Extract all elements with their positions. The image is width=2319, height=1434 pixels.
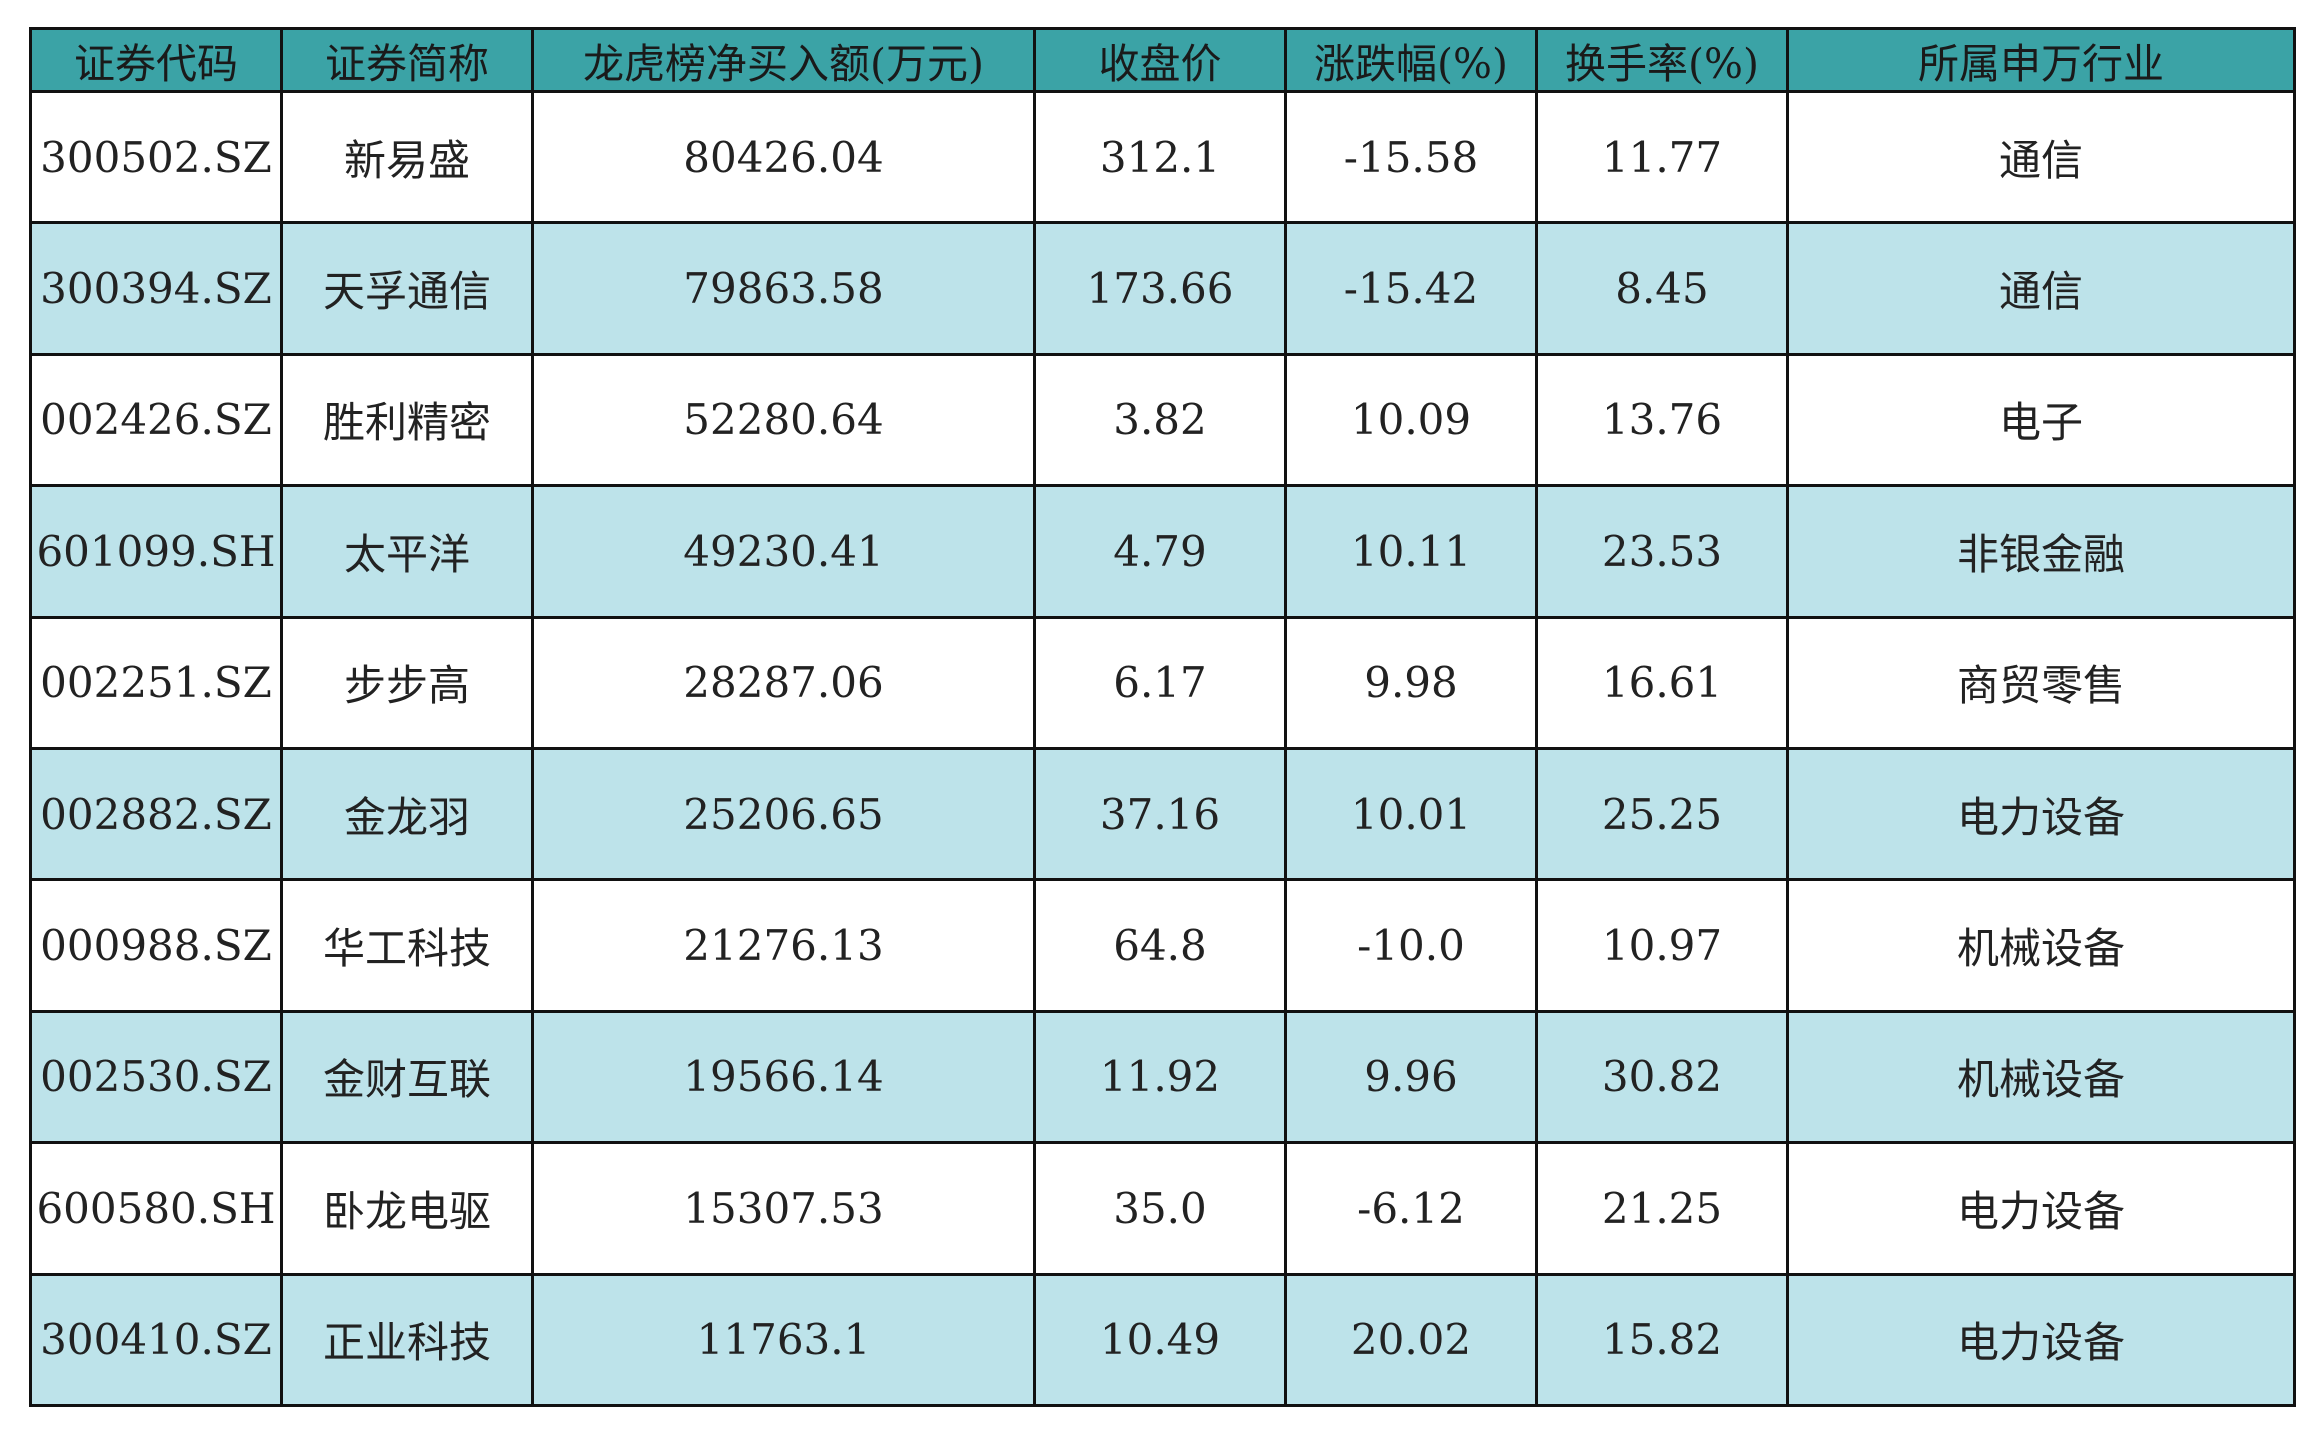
cell-turnover-rate: 15.82 [1535, 1272, 1789, 1408]
cell-change-pct: 10.09 [1284, 352, 1538, 488]
cell-net-buy-amount: 19566.14 [531, 1009, 1036, 1145]
cell-net-buy-amount: 80426.04 [531, 89, 1036, 225]
cell-industry: 通信 [1786, 221, 2296, 356]
header-change-pct: 涨跌幅(%) [1284, 27, 1538, 93]
cell-industry: 通信 [1786, 89, 2296, 225]
cell-change-pct: -10.0 [1284, 878, 1538, 1013]
cell-security-name: 太平洋 [280, 484, 534, 619]
cell-close-price: 4.79 [1033, 484, 1287, 619]
cell-net-buy-amount: 79863.58 [531, 221, 1036, 356]
table-row: 300502.SZ 新易盛 80426.04 312.1 -15.58 11.7… [29, 89, 2296, 225]
table-row: 601099.SH 太平洋 49230.41 4.79 10.11 23.53 … [29, 484, 2296, 619]
cell-change-pct: -6.12 [1284, 1141, 1538, 1276]
table-row: 002251.SZ 步步高 28287.06 6.17 9.98 16.61 商… [29, 615, 2296, 750]
cell-security-code: 002882.SZ [29, 746, 283, 882]
cell-close-price: 173.66 [1033, 221, 1287, 356]
dragon-tiger-list-table: 证券代码 证券简称 龙虎榜净买入额(万元) 收盘价 涨跌幅(%) 换手率(%) … [29, 27, 2296, 1408]
cell-security-code: 000988.SZ [29, 878, 283, 1013]
cell-net-buy-amount: 15307.53 [531, 1141, 1036, 1276]
cell-security-name: 卧龙电驱 [280, 1141, 534, 1276]
cell-close-price: 11.92 [1033, 1009, 1287, 1145]
cell-close-price: 64.8 [1033, 878, 1287, 1013]
header-turnover-rate: 换手率(%) [1535, 27, 1789, 93]
table-row: 002882.SZ 金龙羽 25206.65 37.16 10.01 25.25… [29, 746, 2296, 882]
cell-close-price: 6.17 [1033, 615, 1287, 750]
cell-security-code: 002251.SZ [29, 615, 283, 750]
cell-security-code: 300410.SZ [29, 1272, 283, 1408]
cell-security-code: 300502.SZ [29, 89, 283, 225]
cell-net-buy-amount: 21276.13 [531, 878, 1036, 1013]
header-industry: 所属申万行业 [1786, 27, 2296, 93]
cell-change-pct: 10.01 [1284, 746, 1538, 882]
cell-change-pct: 9.96 [1284, 1009, 1538, 1145]
cell-close-price: 35.0 [1033, 1141, 1287, 1276]
cell-security-name: 天孚通信 [280, 221, 534, 356]
header-close-price: 收盘价 [1033, 27, 1287, 93]
cell-industry: 非银金融 [1786, 484, 2296, 619]
cell-security-name: 正业科技 [280, 1272, 534, 1408]
header-net-buy-amount: 龙虎榜净买入额(万元) [531, 27, 1036, 93]
cell-net-buy-amount: 25206.65 [531, 746, 1036, 882]
table-row: 300394.SZ 天孚通信 79863.58 173.66 -15.42 8.… [29, 221, 2296, 356]
table-row: 000988.SZ 华工科技 21276.13 64.8 -10.0 10.97… [29, 878, 2296, 1013]
table-row: 600580.SH 卧龙电驱 15307.53 35.0 -6.12 21.25… [29, 1141, 2296, 1276]
cell-turnover-rate: 16.61 [1535, 615, 1789, 750]
cell-turnover-rate: 23.53 [1535, 484, 1789, 619]
cell-security-code: 002426.SZ [29, 352, 283, 488]
cell-change-pct: -15.42 [1284, 221, 1538, 356]
cell-turnover-rate: 8.45 [1535, 221, 1789, 356]
cell-turnover-rate: 13.76 [1535, 352, 1789, 488]
cell-turnover-rate: 10.97 [1535, 878, 1789, 1013]
cell-security-code: 600580.SH [29, 1141, 283, 1276]
cell-net-buy-amount: 11763.1 [531, 1272, 1036, 1408]
cell-change-pct: -15.58 [1284, 89, 1538, 225]
cell-industry: 电子 [1786, 352, 2296, 488]
cell-industry: 机械设备 [1786, 878, 2296, 1013]
cell-industry: 电力设备 [1786, 1141, 2296, 1276]
cell-close-price: 10.49 [1033, 1272, 1287, 1408]
cell-close-price: 37.16 [1033, 746, 1287, 882]
header-security-name: 证券简称 [280, 27, 534, 93]
table-row: 002426.SZ 胜利精密 52280.64 3.82 10.09 13.76… [29, 352, 2296, 488]
table-row: 002530.SZ 金财互联 19566.14 11.92 9.96 30.82… [29, 1009, 2296, 1145]
cell-security-name: 金龙羽 [280, 746, 534, 882]
cell-close-price: 3.82 [1033, 352, 1287, 488]
cell-close-price: 312.1 [1033, 89, 1287, 225]
cell-security-code: 601099.SH [29, 484, 283, 619]
cell-change-pct: 20.02 [1284, 1272, 1538, 1408]
cell-industry: 电力设备 [1786, 746, 2296, 882]
cell-turnover-rate: 11.77 [1535, 89, 1789, 225]
cell-security-code: 002530.SZ [29, 1009, 283, 1145]
cell-net-buy-amount: 52280.64 [531, 352, 1036, 488]
header-row: 证券代码 证券简称 龙虎榜净买入额(万元) 收盘价 涨跌幅(%) 换手率(%) … [29, 27, 2296, 93]
cell-turnover-rate: 30.82 [1535, 1009, 1789, 1145]
cell-security-code: 300394.SZ [29, 221, 283, 356]
cell-turnover-rate: 25.25 [1535, 746, 1789, 882]
cell-industry: 电力设备 [1786, 1272, 2296, 1408]
cell-security-name: 新易盛 [280, 89, 534, 225]
cell-security-name: 步步高 [280, 615, 534, 750]
cell-industry: 机械设备 [1786, 1009, 2296, 1145]
cell-net-buy-amount: 28287.06 [531, 615, 1036, 750]
cell-change-pct: 9.98 [1284, 615, 1538, 750]
cell-security-name: 胜利精密 [280, 352, 534, 488]
cell-turnover-rate: 21.25 [1535, 1141, 1789, 1276]
cell-security-name: 金财互联 [280, 1009, 534, 1145]
cell-security-name: 华工科技 [280, 878, 534, 1013]
cell-industry: 商贸零售 [1786, 615, 2296, 750]
header-security-code: 证券代码 [29, 27, 283, 93]
table-row: 300410.SZ 正业科技 11763.1 10.49 20.02 15.82… [29, 1272, 2296, 1408]
cell-change-pct: 10.11 [1284, 484, 1538, 619]
cell-net-buy-amount: 49230.41 [531, 484, 1036, 619]
